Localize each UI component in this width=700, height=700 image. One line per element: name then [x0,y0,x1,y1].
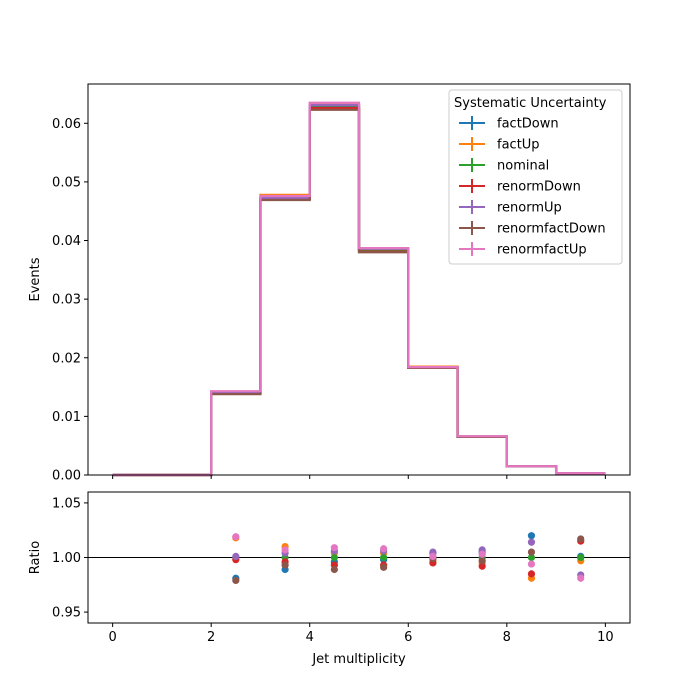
ratio-y-tick-label: 0.95 [52,606,81,621]
ratio-point-renormfactDown [232,576,240,585]
ratio-point-renormfactDown [281,561,289,569]
histogram-frame [87,83,631,476]
ratio-y-axis-label: Ratio [28,541,43,574]
histogram-y-tick-label: 0.00 [52,469,81,484]
legend-label: renormfactUp [497,243,587,258]
legend: Systematic Uncertainty factDown factUp nom… [448,89,623,265]
histogram-y-axis-label: Events [28,257,43,301]
legend-label: factUp [497,138,540,153]
ratio-x-tick-label: 4 [306,630,314,645]
histogram-series-renormfactUp [112,101,606,477]
histogram-panel: 0.00 0.01 0.02 0.03 0.04 0.05 0.06 Events Syst… [28,83,631,484]
legend-item-renormfactDown: renormfactDown [459,221,606,237]
histogram-y-tick-label: 0.06 [52,117,81,132]
legend-box [448,89,623,265]
legend-item-renormfactUp: renormfactUp [459,242,587,258]
ratio-x-tick-label: 2 [207,630,215,645]
legend-title: Systematic Uncertainty [454,96,607,111]
histogram-y-tick-label: 0.04 [52,234,81,249]
ratio-ticks: 0.95 1.00 1.05 0 2 4 6 8 10 [52,496,614,645]
ratio-point-factDown [527,532,536,540]
histogram-y-tick-label: 0.02 [52,351,81,366]
ratio-point-renormfactUp [429,552,437,561]
histogram-y-tick-label: 0.01 [52,410,81,425]
histogram-series-group [112,101,606,477]
legend-entries: factDown factUp nominal renormDown renormUp r… [459,116,606,258]
legend-item-renormDown: renormDown [459,179,581,195]
legend-item-renormUp: renormUp [459,200,562,216]
histogram-y-tick-label: 0.03 [52,293,81,308]
ratio-point-renormfactDown [380,563,388,571]
ratio-point-nominal [577,553,585,562]
legend-item-factUp: factUp [459,137,540,153]
ratio-y-tick-label: 1.00 [52,551,81,566]
x-axis-label: Jet multiplicity [311,652,406,667]
ratio-point-renormfactDown [577,535,585,543]
ratio-point-renormfactUp [380,545,388,553]
ratio-point-renormUp [232,552,240,561]
legend-item-nominal: nominal [459,158,549,174]
legend-label: factDown [497,117,559,132]
ratio-point-renormUp [527,538,536,546]
legend-label: nominal [497,159,549,174]
ratio-point-renormfactUp [478,550,486,558]
ratio-panel: 0.95 1.00 1.05 0 2 4 6 8 10 Ratio Jet multiplici… [28,491,631,667]
legend-item-factDown: factDown [459,116,559,132]
ratio-y-tick-label: 1.05 [52,496,81,511]
ratio-x-tick-label: 8 [503,630,511,645]
ratio-point-renormfactDown [527,548,536,556]
histogram-y-tick-label: 0.05 [52,175,81,190]
ratio-point-renormfactDown [478,557,486,565]
ratio-x-tick-label: 0 [108,630,116,645]
ratio-point-renormfactUp [232,533,240,541]
ratio-point-nominal [527,553,536,562]
ratio-point-nominal [380,553,388,562]
ratio-point-renormfactDown [330,565,338,574]
ratio-point-renormDown [478,562,486,570]
ratio-point-renormDown [527,570,536,578]
legend-label: renormDown [497,180,581,195]
ratio-x-tick-label: 10 [597,630,614,645]
ratio-point-nominal [330,553,338,562]
ratio-point-renormfactUp [577,574,585,582]
ratio-point-renormfactUp [527,560,536,568]
histogram-ticks: 0.00 0.01 0.02 0.03 0.04 0.05 0.06 [52,117,606,484]
ratio-point-renormfactUp [281,546,289,554]
ratio-points-group [232,532,585,585]
legend-label: renormUp [497,201,562,216]
ratio-point-renormfactUp [330,544,338,552]
legend-label: renormfactDown [497,222,606,237]
ratio-x-tick-label: 6 [404,630,412,645]
